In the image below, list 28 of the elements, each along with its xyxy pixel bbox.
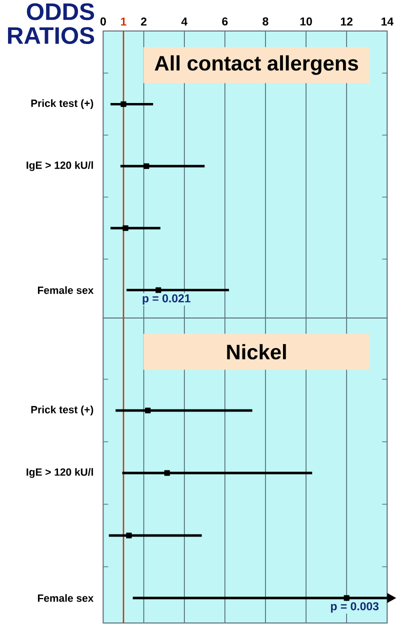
y-tick-label: Prick test (+) <box>31 406 94 416</box>
y-tick-label: IgE > 120 kU/l <box>26 161 93 172</box>
x-axis-title: ODDS RATIOS <box>8 3 94 44</box>
point <box>155 287 162 293</box>
x-tick-label: 12 <box>340 17 352 26</box>
x-tick-label: 8 <box>262 17 268 26</box>
point <box>144 163 150 169</box>
y-tick-label: Female sex <box>38 286 94 294</box>
y-tick-label: Female sex <box>38 594 94 602</box>
text: All contact allergens <box>154 55 358 75</box>
y-tick-label: Prick test (+) <box>31 99 94 110</box>
point <box>126 532 132 538</box>
chart-title: Nickel <box>227 344 286 360</box>
point <box>122 225 128 231</box>
point <box>164 470 170 476</box>
annotation: p = 0.021 <box>142 294 190 305</box>
x-tick-label: 2 <box>140 17 146 26</box>
x-tick-label: 0 <box>100 17 106 26</box>
point <box>344 595 350 601</box>
x-tick-label: 14 <box>381 18 394 26</box>
x-tick-label: 1 <box>120 18 126 26</box>
x-tick-label: 4 <box>181 18 188 26</box>
y-tick-label: IgE > 120 kU/l <box>26 468 93 478</box>
annotation: p = 0.003 <box>330 602 378 613</box>
x-tick-label: 6 <box>222 17 228 26</box>
point <box>144 408 151 414</box>
x-tick-label: 10 <box>300 17 312 26</box>
point <box>120 101 126 107</box>
